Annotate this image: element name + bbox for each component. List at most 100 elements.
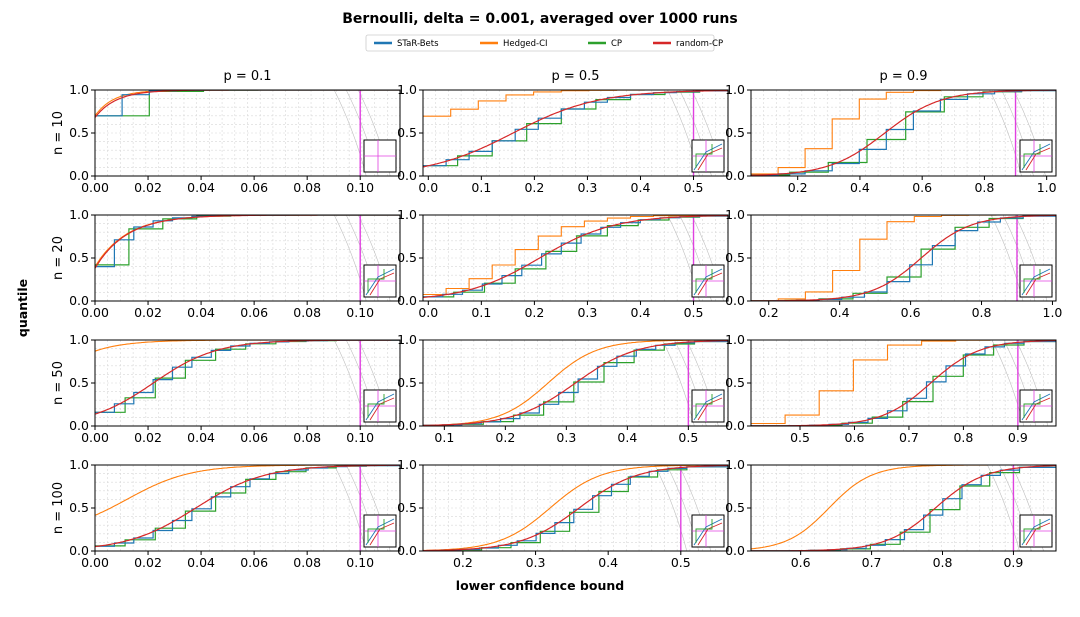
y-tick-label: 0.5	[397, 375, 417, 390]
x-tick-label: 0.2	[524, 305, 544, 320]
x-tick-label: 0.5	[671, 555, 691, 570]
y-tick-label: 0.0	[397, 418, 417, 433]
series-hedged-ci	[423, 215, 728, 296]
inset-zoom	[363, 514, 397, 548]
y-tick-label: 0.5	[725, 500, 745, 515]
panel-r2-c0: 0.00 0.02 0.04 0.06 0.08 0.10 0.0 0.5 1.0	[69, 332, 401, 445]
x-tick-label: 0.2	[495, 430, 515, 445]
panel-grid: p = 0.1 p = 0.5 p = 0.9 n = 10 n = 20 n = 50 n…	[51, 69, 1062, 570]
inset-series-cp	[1023, 519, 1041, 543]
series-star-bets	[751, 90, 1056, 176]
y-tick-label: 0.0	[69, 543, 89, 558]
inset-series-star-bets	[693, 518, 723, 546]
inset-zoom	[691, 264, 725, 298]
legend-label-random-cp: random-CP	[676, 39, 723, 49]
panel-r0-c1: 0.0 0.1 0.2 0.3 0.4 0.5 0.0 0.5 1.0	[397, 82, 729, 195]
x-tick-label: 0.04	[187, 180, 215, 195]
inset-series-star-bets	[1021, 143, 1051, 171]
y-tick-label: 0.5	[69, 125, 89, 140]
series-hedged-ci	[95, 90, 400, 117]
x-tick-label: 0.4	[631, 180, 651, 195]
series-random-cp	[423, 465, 728, 551]
x-tick-label: 0.0	[418, 305, 438, 320]
inset-zoom	[691, 389, 725, 423]
series-star-bets	[95, 215, 400, 268]
row-label-1: n = 20	[51, 236, 66, 280]
inset-series-cp	[695, 394, 713, 418]
x-tick-label: 0.1	[471, 305, 491, 320]
y-tick-label: 1.0	[397, 457, 417, 472]
x-tick-label: 0.4	[598, 555, 618, 570]
x-tick-label: 0.5	[684, 305, 704, 320]
legend-label-star-bets: STaR-Bets	[397, 39, 439, 49]
y-tick-label: 1.0	[69, 332, 89, 347]
x-tick-label: 0.08	[293, 180, 321, 195]
inset-series-star-bets	[365, 393, 395, 421]
y-tick-label: 0.0	[725, 168, 745, 183]
x-tick-label: 0.5	[684, 180, 704, 195]
x-tick-label: 0.10	[346, 305, 374, 320]
x-tick-label: 0.3	[577, 180, 597, 195]
inset-series-cp	[1023, 394, 1041, 418]
y-tick-label: 0.5	[725, 250, 745, 265]
series-random-cp	[423, 90, 728, 168]
y-tick-label: 0.0	[725, 418, 745, 433]
x-tick-label: 0.02	[134, 180, 162, 195]
y-tick-label: 0.0	[69, 168, 89, 183]
x-tick-label: 0.7	[862, 555, 882, 570]
x-tick-label: 0.3	[577, 305, 597, 320]
y-tick-label: 1.0	[397, 207, 417, 222]
inset-series-cp	[695, 519, 713, 543]
x-tick-label: 0.2	[524, 180, 544, 195]
x-axis-label: lower confidence bound	[456, 578, 624, 593]
legend: STaR-Bets Hedged-CI CP random-CP	[365, 34, 723, 52]
panel-r0-c0: 0.00 0.02 0.04 0.06 0.08 0.10 0.0 0.5 1.0	[69, 82, 401, 195]
x-tick-label: 0.00	[81, 180, 109, 195]
row-label-2: n = 50	[51, 361, 66, 405]
inset-series-cp	[695, 269, 713, 293]
x-tick-label: 0.08	[293, 430, 321, 445]
inset-series-cp	[1023, 269, 1041, 293]
inset-zoom	[691, 139, 725, 173]
x-tick-label: 0.7	[899, 430, 919, 445]
y-axis-label: quantile	[15, 279, 30, 337]
legend-label-hedged-ci: Hedged-CI	[503, 39, 548, 49]
x-tick-label: 0.06	[240, 430, 268, 445]
inset-series-cp	[367, 519, 385, 543]
legend-frame	[365, 34, 715, 52]
y-tick-label: 0.5	[725, 375, 745, 390]
x-tick-label: 0.02	[134, 305, 162, 320]
y-tick-label: 0.5	[397, 250, 417, 265]
panel-plot-area	[423, 465, 728, 551]
x-tick-label: 0.0	[418, 180, 438, 195]
panel-r2-c1: 0.1 0.2 0.3 0.4 0.5 0.0 0.5 1.0	[397, 332, 729, 445]
y-tick-label: 0.5	[69, 375, 89, 390]
x-tick-label: 0.1	[434, 430, 454, 445]
y-tick-label: 0.0	[397, 293, 417, 308]
x-tick-label: 0.3	[526, 555, 546, 570]
x-tick-label: 0.00	[81, 555, 109, 570]
row-label-0: n = 10	[51, 111, 66, 155]
column-label-1: p = 0.5	[551, 69, 599, 84]
inset-zoom	[1019, 389, 1053, 423]
x-tick-label: 0.8	[953, 430, 973, 445]
x-tick-label: 0.6	[845, 430, 865, 445]
y-tick-label: 0.0	[397, 543, 417, 558]
inset-series-star-bets	[693, 268, 723, 296]
x-tick-label: 0.4	[850, 180, 870, 195]
x-tick-label: 0.08	[293, 305, 321, 320]
inset-zoom	[1019, 264, 1053, 298]
series-random-cp	[95, 465, 400, 548]
column-label-0: p = 0.1	[223, 69, 271, 84]
inset-zoom	[363, 139, 397, 173]
x-tick-label: 0.4	[617, 430, 637, 445]
series-random-cp	[423, 340, 728, 426]
inset-zoom	[363, 389, 397, 423]
inset-zoom	[1019, 514, 1053, 548]
x-tick-label: 0.02	[134, 555, 162, 570]
x-tick-label: 0.00	[81, 430, 109, 445]
y-tick-label: 0.5	[69, 250, 89, 265]
y-tick-label: 1.0	[69, 457, 89, 472]
inset-series-star-bets	[693, 143, 723, 171]
inset-zoom	[691, 514, 725, 548]
